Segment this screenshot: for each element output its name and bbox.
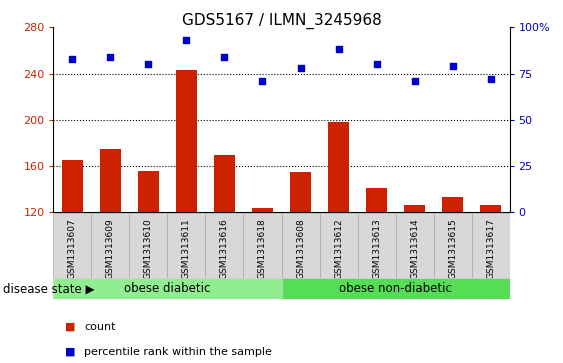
Text: GSM1313610: GSM1313610 (144, 218, 153, 279)
Bar (252, 208, 273, 212)
Bar (282, 213, 320, 278)
Text: GSM1313618: GSM1313618 (258, 218, 267, 279)
Bar (205, 213, 243, 278)
Point (486, 76, 495, 82)
Text: percentile rank within the sample: percentile rank within the sample (84, 347, 272, 357)
Text: count: count (84, 322, 116, 332)
Bar (480, 205, 501, 212)
Bar (129, 213, 168, 278)
Bar (53, 278, 282, 299)
Bar (282, 278, 510, 299)
Point (258, 78, 267, 84)
Point (334, 46, 343, 52)
Point (106, 54, 115, 60)
Text: obese diabetic: obese diabetic (124, 282, 211, 295)
Text: disease state ▶: disease state ▶ (3, 282, 95, 295)
Bar (138, 171, 159, 212)
Point (410, 78, 419, 84)
Bar (395, 213, 434, 278)
Point (144, 61, 153, 67)
Bar (320, 213, 358, 278)
Text: GDS5167 / ILMN_3245968: GDS5167 / ILMN_3245968 (182, 13, 381, 29)
Bar (176, 70, 197, 212)
Bar (243, 213, 282, 278)
Point (182, 37, 191, 43)
Text: GSM1313616: GSM1313616 (220, 218, 229, 279)
Point (448, 63, 457, 69)
Bar (62, 160, 83, 212)
Text: GSM1313613: GSM1313613 (372, 218, 381, 279)
Bar (358, 213, 395, 278)
Bar (328, 122, 349, 212)
Bar (290, 172, 311, 212)
Text: GSM1313614: GSM1313614 (410, 218, 419, 279)
Bar (404, 205, 425, 212)
Text: GSM1313607: GSM1313607 (68, 218, 77, 279)
Point (296, 65, 305, 71)
Bar (214, 155, 235, 212)
Bar (168, 213, 205, 278)
Bar (472, 213, 510, 278)
Text: ■: ■ (65, 322, 75, 332)
Text: GSM1313609: GSM1313609 (106, 218, 115, 279)
Point (220, 54, 229, 60)
Point (68, 56, 77, 62)
Bar (91, 213, 129, 278)
Bar (100, 149, 121, 212)
Text: GSM1313615: GSM1313615 (448, 218, 457, 279)
Text: ■: ■ (65, 347, 75, 357)
Text: GSM1313608: GSM1313608 (296, 218, 305, 279)
Text: obese non-diabetic: obese non-diabetic (339, 282, 452, 295)
Bar (53, 213, 91, 278)
Bar (434, 213, 471, 278)
Point (372, 61, 381, 67)
Bar (366, 188, 387, 212)
Text: GSM1313611: GSM1313611 (182, 218, 191, 279)
Text: GSM1313617: GSM1313617 (486, 218, 495, 279)
Bar (442, 197, 463, 212)
Text: GSM1313612: GSM1313612 (334, 218, 343, 279)
